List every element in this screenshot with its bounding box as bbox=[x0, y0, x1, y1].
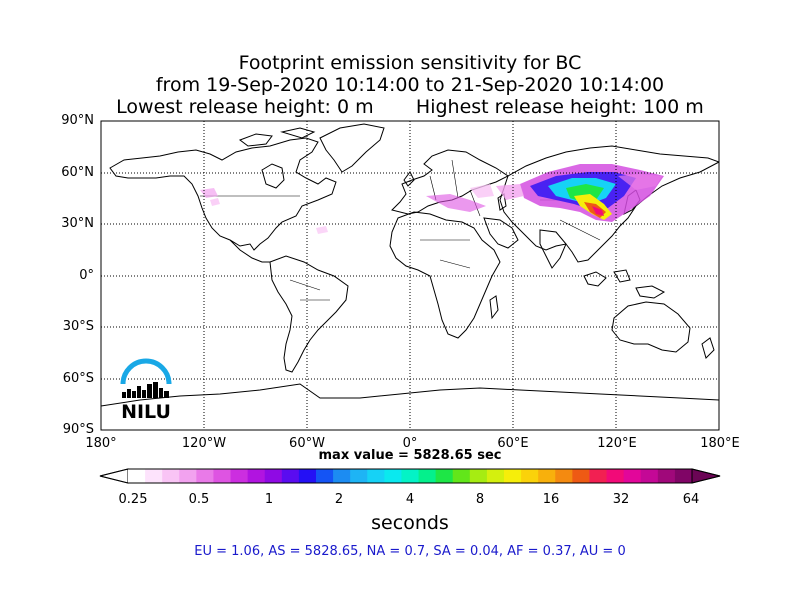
colorbar-tick-16: 16 bbox=[542, 492, 560, 507]
lat-label-60s: 60°S bbox=[62, 371, 94, 386]
lon-label-0: 0° bbox=[402, 436, 418, 451]
south-america-coast bbox=[269, 255, 349, 373]
logo-text: NILU bbox=[121, 401, 171, 422]
india-coast bbox=[539, 229, 567, 269]
title-line-2: from 19-Sep-2020 10:14:00 to 21-Sep-2020… bbox=[155, 74, 665, 96]
logo-skyline bbox=[122, 382, 169, 398]
north-america-coast bbox=[109, 137, 337, 251]
lowest-release-height: Lowest release height: 0 m bbox=[116, 96, 374, 118]
sensitivity-field bbox=[200, 164, 664, 234]
title-line-1: Footprint emission sensitivity for BC bbox=[238, 52, 582, 74]
greenland-coast bbox=[319, 123, 385, 173]
uk-coast bbox=[403, 171, 415, 187]
southeast-asia-islands bbox=[583, 269, 666, 299]
antarctica-coast bbox=[101, 383, 719, 407]
logo-arc bbox=[120, 358, 172, 385]
colorbar-tick-2: 2 bbox=[334, 492, 344, 507]
highest-release-height: Highest release height: 100 m bbox=[415, 96, 704, 118]
colorbar-tick-0.25: 0.25 bbox=[118, 492, 148, 507]
lat-label-30n: 30°N bbox=[61, 216, 94, 231]
colorbar-tick-1: 1 bbox=[264, 492, 274, 507]
lon-label-180w: 180° bbox=[85, 436, 117, 451]
colorbar-tick-4: 4 bbox=[405, 492, 415, 507]
arctic-islands bbox=[238, 127, 316, 147]
colorbar-unit: seconds bbox=[371, 512, 449, 534]
caspian-sea bbox=[497, 193, 507, 211]
lat-label-0: 0° bbox=[79, 268, 94, 283]
title-line-3: Lowest release height: 0 m Highest relea… bbox=[0, 96, 800, 118]
new-zealand-coast bbox=[701, 337, 715, 359]
colorbar-tick-32: 32 bbox=[612, 492, 630, 507]
europe-coast bbox=[391, 149, 509, 215]
lat-label-30s: 30°S bbox=[62, 319, 94, 334]
hudson-bay-coast bbox=[261, 163, 285, 189]
graticule bbox=[101, 121, 719, 430]
region-sensitivity-summary: EU = 1.06, AS = 5828.65, NA = 0.7, SA = … bbox=[194, 544, 626, 559]
lon-label-60w: 60°W bbox=[289, 436, 325, 451]
central-america-coast bbox=[229, 239, 270, 263]
lon-label-120w: 120°W bbox=[181, 436, 227, 451]
asia-coast bbox=[499, 145, 719, 263]
lat-label-90s: 90°S bbox=[62, 422, 94, 437]
lon-label-120e: 120°E bbox=[597, 436, 637, 451]
lon-label-180e: 180°E bbox=[700, 436, 740, 451]
map-frame bbox=[100, 120, 720, 431]
nilu-logo: NILU bbox=[120, 358, 172, 422]
max-value-label: max value = 5828.65 sec bbox=[318, 448, 502, 463]
lat-label-60n: 60°N bbox=[61, 165, 94, 180]
africa-coast bbox=[389, 211, 501, 339]
colorbar-tick-64: 64 bbox=[682, 492, 700, 507]
lat-label-90n: 90°N bbox=[61, 113, 94, 128]
colorbar-tick-8: 8 bbox=[475, 492, 485, 507]
madagascar-coast bbox=[489, 295, 499, 320]
colorbar-tick-0.5: 0.5 bbox=[188, 492, 210, 507]
australia-coast bbox=[611, 301, 691, 353]
lon-label-60e: 60°E bbox=[497, 436, 529, 451]
